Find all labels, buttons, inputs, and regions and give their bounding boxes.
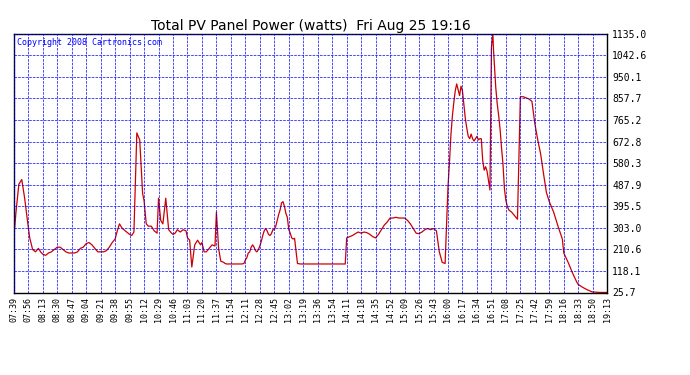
- Text: Copyright 2008 Cartronics.com: Copyright 2008 Cartronics.com: [17, 38, 161, 46]
- Title: Total PV Panel Power (watts)  Fri Aug 25 19:16: Total PV Panel Power (watts) Fri Aug 25 …: [150, 19, 471, 33]
